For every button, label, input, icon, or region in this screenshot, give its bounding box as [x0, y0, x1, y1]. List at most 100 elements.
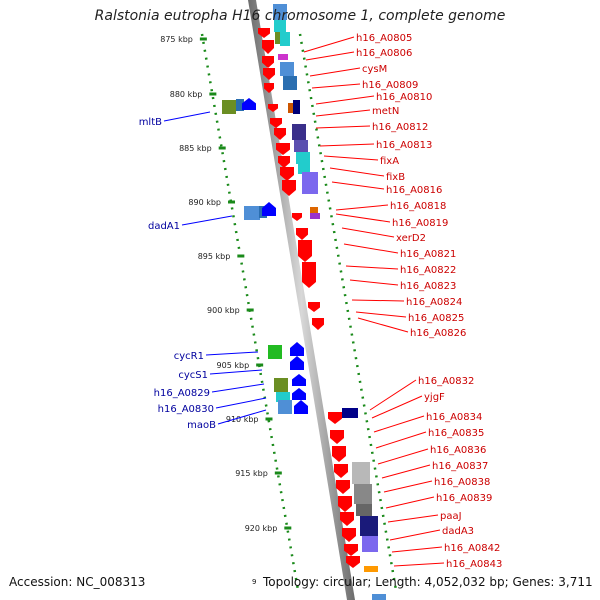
gene-annotation-box [294, 140, 308, 152]
label-connector [381, 464, 431, 479]
gene-label[interactable]: h16_A0805 [356, 33, 412, 44]
gene-arrow [296, 228, 308, 240]
label-connector [335, 213, 391, 223]
gene-arrow [258, 28, 270, 38]
gene-arrow [338, 496, 352, 512]
gene-label[interactable]: h16_A0842 [444, 543, 500, 554]
gene-label[interactable]: fixA [380, 156, 399, 167]
gene-label[interactable]: h16_A0812 [372, 122, 428, 133]
label-connector [205, 351, 259, 356]
gene-label[interactable]: dadA3 [442, 526, 474, 537]
gene-arrow [344, 544, 358, 556]
gene-annotation-box [274, 20, 286, 32]
gene-arrow [270, 118, 282, 128]
label-connector [391, 546, 443, 553]
gene-label[interactable]: h16_A0806 [356, 48, 412, 59]
gene-annotation-box [283, 76, 297, 90]
gene-label[interactable]: h16_A0822 [400, 265, 456, 276]
gene-label[interactable]: h16_A0835 [428, 428, 484, 439]
scale-tick-mark [246, 308, 254, 312]
gene-annotation-box [222, 100, 236, 114]
gene-annotation-box [310, 213, 320, 219]
gene-label[interactable]: h16_A0837 [432, 461, 488, 472]
gene-label[interactable]: h16_A0816 [386, 185, 442, 196]
label-connector [163, 111, 211, 122]
gene-annotation-box [364, 566, 378, 572]
gene-label[interactable]: paaJ [440, 511, 462, 522]
label-connector [385, 496, 435, 509]
label-connector [393, 562, 445, 567]
gene-label[interactable]: h16_A0838 [434, 477, 490, 488]
label-connector [303, 36, 355, 53]
gene-label[interactable]: h16_A0810 [376, 92, 432, 103]
label-connector [315, 109, 371, 117]
gene-arrow [332, 446, 346, 462]
gene-label[interactable]: h16_A0834 [426, 412, 482, 423]
gene-arrow [274, 128, 286, 140]
gene-arrow [308, 302, 320, 312]
scale-tick-label: 900 kbp [207, 306, 240, 315]
gene-label[interactable]: cycS1 [178, 370, 208, 381]
label-connectors [163, 36, 445, 567]
gene-label[interactable]: h16_A0821 [400, 249, 456, 260]
label-connector [331, 181, 385, 190]
gene-label[interactable]: h16_A0843 [446, 559, 502, 570]
gene-label[interactable]: h16_A0819 [392, 218, 448, 229]
gene-label[interactable]: cysM [362, 64, 387, 75]
gene-annotation-box [244, 206, 260, 220]
gene-label[interactable]: fixB [386, 172, 405, 183]
gene-label[interactable]: yjgF [424, 392, 445, 403]
gene-labels: h16_A0805 h16_A0806 cysM h16_A0809h16_A0810… [139, 33, 503, 570]
gene-label[interactable]: h16_A0829 [154, 388, 210, 399]
gene-arrow [262, 40, 274, 54]
gene-arrow [263, 68, 275, 80]
label-connector [181, 215, 233, 226]
gene-label[interactable]: h16_A0813 [376, 140, 432, 151]
scale-tick-label: 920 kbp [245, 524, 278, 533]
gene-label[interactable]: h16_A0836 [430, 445, 486, 456]
label-connector [357, 317, 409, 333]
gene-arrow [330, 430, 344, 444]
gene-arrow [278, 156, 290, 168]
gene-label[interactable]: h16_A0839 [436, 493, 492, 504]
accession-text: Accession: NC_008313 [9, 575, 146, 589]
gene-label[interactable]: mltB [139, 117, 162, 128]
gene-label[interactable]: h16_A0809 [362, 80, 418, 91]
gene-label[interactable]: h16_A0826 [410, 328, 466, 339]
label-connector [345, 265, 399, 270]
gene-label[interactable]: h16_A0832 [418, 376, 474, 387]
gene-label[interactable]: maoB [187, 420, 216, 431]
gene-annotation-box [276, 392, 290, 402]
gene-annotation-box [268, 345, 282, 359]
gene-label[interactable]: h16_A0830 [158, 404, 214, 415]
gene-annotation-box [278, 54, 288, 60]
gene-label[interactable]: h16_A0825 [408, 313, 464, 324]
gene-annotation-box [352, 462, 370, 484]
gene-arrow [294, 400, 308, 414]
gene-arrow [290, 356, 304, 370]
gene-annotation-box [274, 378, 288, 392]
gene-label[interactable]: cycR1 [174, 351, 204, 362]
gene-arrow [340, 512, 354, 526]
gene-arrow [328, 412, 342, 424]
gene-label[interactable]: dadA1 [148, 221, 180, 232]
gene-label[interactable]: metN [372, 106, 399, 117]
gene-label[interactable]: h16_A0818 [390, 201, 446, 212]
gene-annotation-box [292, 124, 306, 140]
gene-label[interactable]: h16_A0823 [400, 281, 456, 292]
label-connector [335, 204, 389, 211]
scale-tick-mark [284, 526, 292, 530]
gene-arrow [282, 180, 296, 196]
scale-tick-label: 880 kbp [170, 90, 203, 99]
gene-label[interactable]: h16_A0824 [406, 297, 462, 308]
gene-arrow [268, 104, 278, 112]
gene-arrow [264, 83, 274, 93]
label-connector [211, 383, 265, 393]
gene-annotation-box [236, 99, 244, 111]
label-connector [387, 514, 439, 523]
gene-arrow [262, 56, 274, 68]
gene-arrow [292, 213, 302, 221]
gene-label[interactable]: xerD2 [396, 233, 426, 244]
scale-tick-mark [265, 417, 273, 421]
scale-tick-mark [237, 254, 245, 258]
